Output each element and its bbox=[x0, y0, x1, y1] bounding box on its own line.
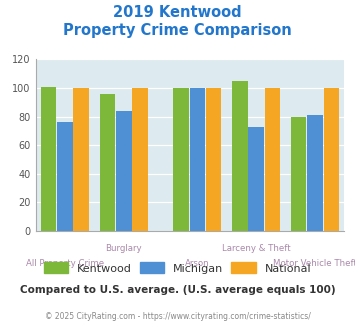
Text: Burglary: Burglary bbox=[105, 244, 142, 253]
Bar bbox=[173, 88, 189, 231]
Text: Motor Vehicle Theft: Motor Vehicle Theft bbox=[273, 259, 355, 268]
Text: 2019 Kentwood: 2019 Kentwood bbox=[113, 5, 242, 20]
Text: All Property Crime: All Property Crime bbox=[26, 259, 104, 268]
Text: Arson: Arson bbox=[185, 259, 209, 268]
Bar bbox=[100, 94, 115, 231]
Legend: Kentwood, Michigan, National: Kentwood, Michigan, National bbox=[39, 258, 316, 278]
Bar bbox=[323, 88, 339, 231]
Bar bbox=[291, 116, 306, 231]
Text: Larceny & Theft: Larceny & Theft bbox=[222, 244, 290, 253]
Bar bbox=[57, 122, 73, 231]
Bar bbox=[248, 127, 264, 231]
Bar bbox=[307, 115, 323, 231]
Bar bbox=[41, 86, 56, 231]
Bar bbox=[190, 88, 205, 231]
Bar bbox=[265, 88, 280, 231]
Text: Property Crime Comparison: Property Crime Comparison bbox=[63, 23, 292, 38]
Text: © 2025 CityRating.com - https://www.cityrating.com/crime-statistics/: © 2025 CityRating.com - https://www.city… bbox=[45, 312, 310, 321]
Bar bbox=[73, 88, 89, 231]
Bar bbox=[132, 88, 148, 231]
Bar bbox=[232, 81, 247, 231]
Text: Compared to U.S. average. (U.S. average equals 100): Compared to U.S. average. (U.S. average … bbox=[20, 285, 335, 295]
Bar bbox=[206, 88, 222, 231]
Bar bbox=[116, 111, 131, 231]
